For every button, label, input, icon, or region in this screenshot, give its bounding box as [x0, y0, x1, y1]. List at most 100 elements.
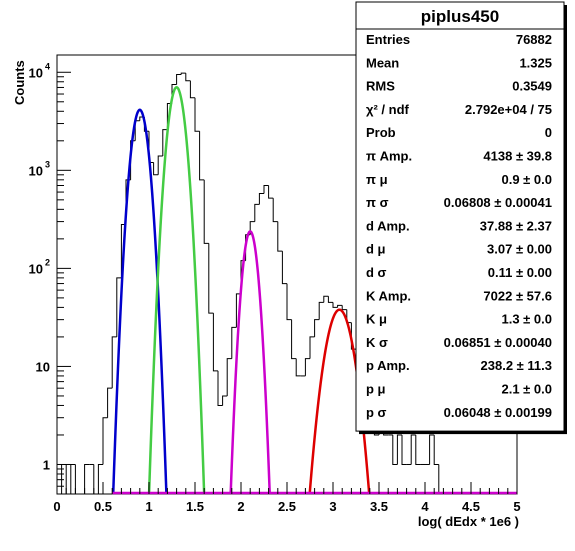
- histogram-bin: [332, 302, 338, 308]
- histogram-bin: [194, 97, 200, 132]
- x-tick-label: 3.5: [370, 499, 388, 514]
- stats-box-title: piplus450: [421, 7, 499, 26]
- histogram-bin: [314, 319, 320, 337]
- y-tick-label: 10: [29, 261, 43, 276]
- histogram-bin: [153, 162, 159, 176]
- stats-row-value: 76882: [516, 32, 552, 47]
- histogram-bin: [102, 417, 108, 465]
- histogram-bin: [396, 434, 402, 465]
- histogram-bin: [392, 434, 398, 465]
- stats-row-value: 7022 ± 57.6: [483, 288, 552, 303]
- x-tick-label: 4: [421, 499, 429, 514]
- histogram-bin: [180, 72, 186, 75]
- histogram-bin: [268, 185, 274, 199]
- stats-row-value: 1.325: [519, 55, 552, 70]
- y-tick-exponent: 4: [45, 61, 50, 71]
- histogram-bin: [429, 434, 435, 465]
- histogram-bin: [272, 198, 278, 223]
- histogram-bin: [277, 221, 283, 252]
- stats-row-value: 0: [545, 125, 552, 140]
- histogram-bin: [231, 326, 237, 359]
- stats-row-label: p μ: [366, 382, 386, 397]
- histogram-bin: [97, 463, 103, 494]
- histogram-bin: [176, 73, 182, 85]
- y-tick-label: 10: [36, 359, 50, 374]
- histogram-bin: [254, 203, 260, 222]
- histogram-bin: [327, 296, 333, 303]
- fit-curve-p: [229, 230, 271, 495]
- x-tick-label: 4.5: [462, 499, 480, 514]
- histogram-bin: [258, 193, 264, 205]
- x-tick-label: 1: [145, 499, 152, 514]
- histogram-bin: [111, 336, 117, 389]
- stats-row-label: π μ: [366, 172, 388, 187]
- stats-row-value: 4138 ± 39.8: [483, 149, 552, 164]
- histogram-bin: [410, 434, 416, 465]
- histogram-bin: [401, 434, 407, 465]
- histogram-bin: [212, 313, 218, 372]
- histogram-bin: [318, 301, 324, 320]
- stats-row-label: K μ: [366, 312, 387, 327]
- histogram-bin: [185, 73, 191, 82]
- stats-row-label: π σ: [366, 195, 389, 210]
- stats-row-value: 0.06048 ± 0.00199: [444, 405, 552, 420]
- stats-row-label: χ² / ndf: [366, 102, 410, 117]
- x-axis-label: log( dEdx * 1e6 ): [418, 514, 519, 529]
- histogram-bin: [199, 131, 205, 181]
- histogram-bin: [415, 434, 421, 465]
- stats-row-value: 0.3549: [512, 79, 552, 94]
- y-tick-label: 10: [29, 163, 43, 178]
- histogram-bin: [107, 387, 113, 418]
- x-tick-label: 1.5: [186, 499, 204, 514]
- fit-curve-k: [147, 86, 206, 495]
- histogram-bin: [217, 370, 223, 406]
- histogram-bin: [337, 304, 343, 308]
- stats-row-label: d σ: [366, 265, 387, 280]
- stats-row-value: 238.2 ± 11.3: [481, 358, 552, 373]
- y-tick-label: 1: [43, 457, 50, 472]
- stats-row-label: p σ: [366, 405, 387, 420]
- stats-box: piplus450 Entries 76882 Mean 1.325 RMS 0.3549 χ…: [355, 1, 567, 435]
- stats-box-frame: [355, 1, 565, 432]
- stats-row-value: 37.88 ± 2.37: [480, 218, 552, 233]
- histogram-bin: [157, 155, 163, 175]
- histogram-bin: [304, 358, 310, 376]
- histogram-bin: [291, 319, 297, 360]
- stats-row-value: 0.06808 ± 0.00041: [444, 195, 552, 210]
- x-tick-label: 0: [53, 499, 60, 514]
- y-tick-exponent: 2: [45, 257, 50, 267]
- histogram-bin: [84, 463, 90, 494]
- stats-row-value: 0.11 ± 0.00: [488, 265, 552, 280]
- histogram-bin: [433, 434, 439, 465]
- stats-row-label: π Amp.: [366, 149, 412, 164]
- stats-row-label: d Amp.: [366, 218, 410, 233]
- histogram-bin: [189, 80, 195, 99]
- stats-row-label: K Amp.: [366, 288, 411, 303]
- stats-row-value: 0.9 ± 0.0: [501, 172, 552, 187]
- histogram-bin: [116, 277, 122, 337]
- stats-row-label: p Amp.: [366, 358, 410, 373]
- stats-row-label: d μ: [366, 242, 386, 257]
- histogram-bin: [323, 295, 329, 303]
- stats-row-label: Entries: [366, 32, 410, 47]
- stats-row-value: 1.3 ± 0.0: [501, 312, 552, 327]
- stats-row-value: 3.07 ± 0.00: [487, 242, 552, 257]
- x-tick-label: 2: [237, 499, 244, 514]
- y-tick-exponent: 3: [45, 159, 50, 169]
- histogram-bin: [295, 358, 301, 377]
- stats-row-value: 2.792e+04 / 75: [465, 102, 552, 117]
- x-tick-label: 2.5: [278, 499, 296, 514]
- stats-row-label: K σ: [366, 335, 388, 350]
- stats-row-label: Prob: [366, 125, 396, 140]
- stats-row-label: RMS: [366, 79, 395, 94]
- x-tick-label: 5: [513, 499, 520, 514]
- stats-row-value: 0.06851 ± 0.00040: [444, 335, 552, 350]
- x-tick-label: 3: [329, 499, 336, 514]
- histogram-bin: [263, 185, 269, 194]
- x-tick-label: 0.5: [94, 499, 112, 514]
- stats-row-value: 2.1 ± 0.0: [501, 382, 552, 397]
- histogram-bin: [203, 179, 209, 244]
